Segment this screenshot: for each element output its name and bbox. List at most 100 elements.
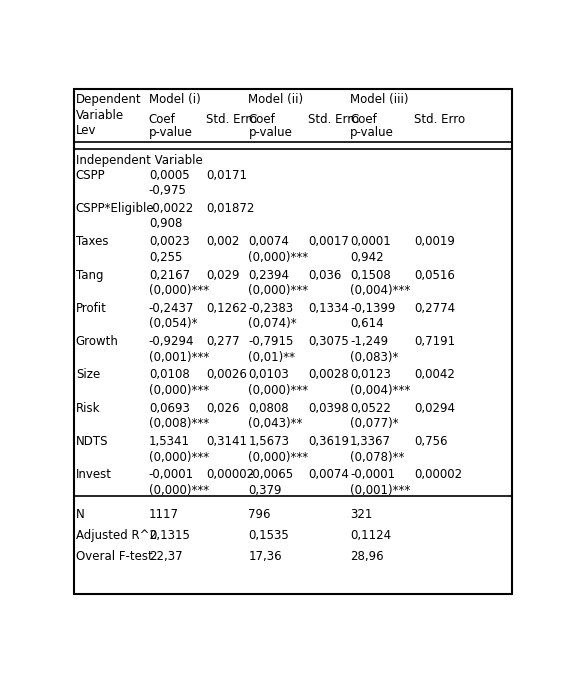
Text: -0,0065: -0,0065 <box>248 468 293 481</box>
Text: 28,96: 28,96 <box>350 550 384 562</box>
Text: Lev: Lev <box>76 124 96 137</box>
Text: 0,2167: 0,2167 <box>149 268 190 281</box>
Text: Coef: Coef <box>248 113 275 126</box>
Text: 0,0023: 0,0023 <box>149 235 190 248</box>
Text: Growth: Growth <box>76 335 119 348</box>
Text: 0,0103: 0,0103 <box>248 368 289 381</box>
Text: 0,942: 0,942 <box>350 251 384 264</box>
Text: (0,008)***: (0,008)*** <box>149 417 209 431</box>
Text: 0,908: 0,908 <box>149 218 182 231</box>
Text: (0,000)***: (0,000)*** <box>149 451 209 464</box>
Text: 0,0017: 0,0017 <box>308 235 349 248</box>
Text: -1,249: -1,249 <box>350 335 388 348</box>
Text: 0,2774: 0,2774 <box>415 301 456 315</box>
Text: 0,1334: 0,1334 <box>308 301 349 315</box>
Text: 0,029: 0,029 <box>206 268 240 281</box>
Text: -0,2437: -0,2437 <box>149 301 194 315</box>
Text: Variable: Variable <box>76 109 124 122</box>
Text: Invest: Invest <box>76 468 112 481</box>
Text: (0,000)***: (0,000)*** <box>149 284 209 297</box>
Text: 0,0001: 0,0001 <box>350 235 391 248</box>
Text: 0,614: 0,614 <box>350 318 384 331</box>
Text: 0,379: 0,379 <box>248 484 282 497</box>
Text: 1117: 1117 <box>149 508 179 521</box>
Text: 1,5341: 1,5341 <box>149 435 190 448</box>
Text: 0,1262: 0,1262 <box>206 301 247 315</box>
Text: 0,0074: 0,0074 <box>308 468 349 481</box>
Text: (0,077)*: (0,077)* <box>350 417 399 431</box>
Text: 796: 796 <box>248 508 271 521</box>
Text: 0,00002: 0,00002 <box>415 468 463 481</box>
Text: (0,000)***: (0,000)*** <box>149 484 209 497</box>
Text: 0,1535: 0,1535 <box>248 529 289 541</box>
Text: Taxes: Taxes <box>76 235 108 248</box>
Text: NDTS: NDTS <box>76 435 108 448</box>
Text: p-value: p-value <box>149 126 192 139</box>
Text: Model (ii): Model (ii) <box>248 93 304 106</box>
Text: 0,0108: 0,0108 <box>149 368 190 381</box>
Text: (0,01)**: (0,01)** <box>248 351 295 364</box>
Text: (0,004)***: (0,004)*** <box>350 384 411 397</box>
Text: 0,0516: 0,0516 <box>415 268 455 281</box>
Text: (0,000)***: (0,000)*** <box>248 451 308 464</box>
Text: Risk: Risk <box>76 402 100 415</box>
Text: Model (i): Model (i) <box>149 93 200 106</box>
Text: Std. Erro: Std. Erro <box>415 113 465 126</box>
Text: 0,3619: 0,3619 <box>308 435 349 448</box>
Text: 0,00002: 0,00002 <box>206 468 255 481</box>
Text: p-value: p-value <box>248 126 292 139</box>
Text: -0,975: -0,975 <box>149 184 187 197</box>
Text: 0,0294: 0,0294 <box>415 402 455 415</box>
Text: 0,0123: 0,0123 <box>350 368 391 381</box>
Text: 0,3075: 0,3075 <box>308 335 349 348</box>
Text: (0,000)***: (0,000)*** <box>248 384 308 397</box>
Text: Profit: Profit <box>76 301 107 315</box>
Text: 0,7191: 0,7191 <box>415 335 456 348</box>
Text: (0,000)***: (0,000)*** <box>149 384 209 397</box>
Text: 0,0693: 0,0693 <box>149 402 190 415</box>
Text: 0,0026: 0,0026 <box>206 368 247 381</box>
Text: -0,0022: -0,0022 <box>149 202 194 215</box>
Text: (0,054)*: (0,054)* <box>149 318 198 331</box>
Text: Overal F-test: Overal F-test <box>76 550 152 562</box>
Text: (0,001)***: (0,001)*** <box>350 484 411 497</box>
Text: (0,043)**: (0,043)** <box>248 417 303 431</box>
Text: 0,756: 0,756 <box>415 435 448 448</box>
Text: 0,255: 0,255 <box>149 251 182 264</box>
Text: -0,7915: -0,7915 <box>248 335 293 348</box>
Text: 1,5673: 1,5673 <box>248 435 289 448</box>
Text: Coef: Coef <box>149 113 175 126</box>
Text: 0,277: 0,277 <box>206 335 240 348</box>
Text: 0,002: 0,002 <box>206 235 240 248</box>
Text: (0,078)**: (0,078)** <box>350 451 404 464</box>
Text: Size: Size <box>76 368 100 381</box>
Text: 0,0808: 0,0808 <box>248 402 289 415</box>
Text: 0,0398: 0,0398 <box>308 402 349 415</box>
Text: Dependent: Dependent <box>76 93 142 106</box>
Text: 0,0028: 0,0028 <box>308 368 349 381</box>
Text: 0,3141: 0,3141 <box>206 435 247 448</box>
Text: N: N <box>76 508 85 521</box>
Text: 0,0074: 0,0074 <box>248 235 289 248</box>
Text: (0,083)*: (0,083)* <box>350 351 399 364</box>
Text: (0,004)***: (0,004)*** <box>350 284 411 297</box>
Text: 0,0171: 0,0171 <box>206 168 247 182</box>
Text: 0,2394: 0,2394 <box>248 268 289 281</box>
Text: Model (iii): Model (iii) <box>350 93 409 106</box>
Text: 0,026: 0,026 <box>206 402 240 415</box>
Text: Independent Variable: Independent Variable <box>76 154 203 167</box>
Text: 321: 321 <box>350 508 372 521</box>
Text: Tang: Tang <box>76 268 103 281</box>
Text: 17,36: 17,36 <box>248 550 282 562</box>
Text: Adjusted R^2: Adjusted R^2 <box>76 529 157 541</box>
Text: (0,000)***: (0,000)*** <box>248 284 308 297</box>
Text: 0,1124: 0,1124 <box>350 529 391 541</box>
Text: (0,001)***: (0,001)*** <box>149 351 209 364</box>
Text: Coef: Coef <box>350 113 377 126</box>
Text: -0,9294: -0,9294 <box>149 335 194 348</box>
Text: Std. Erro: Std. Erro <box>308 113 359 126</box>
Text: CSPP*Eligible: CSPP*Eligible <box>76 202 154 215</box>
Text: CSPP: CSPP <box>76 168 106 182</box>
Text: 1,3367: 1,3367 <box>350 435 391 448</box>
Text: -0,1399: -0,1399 <box>350 301 396 315</box>
